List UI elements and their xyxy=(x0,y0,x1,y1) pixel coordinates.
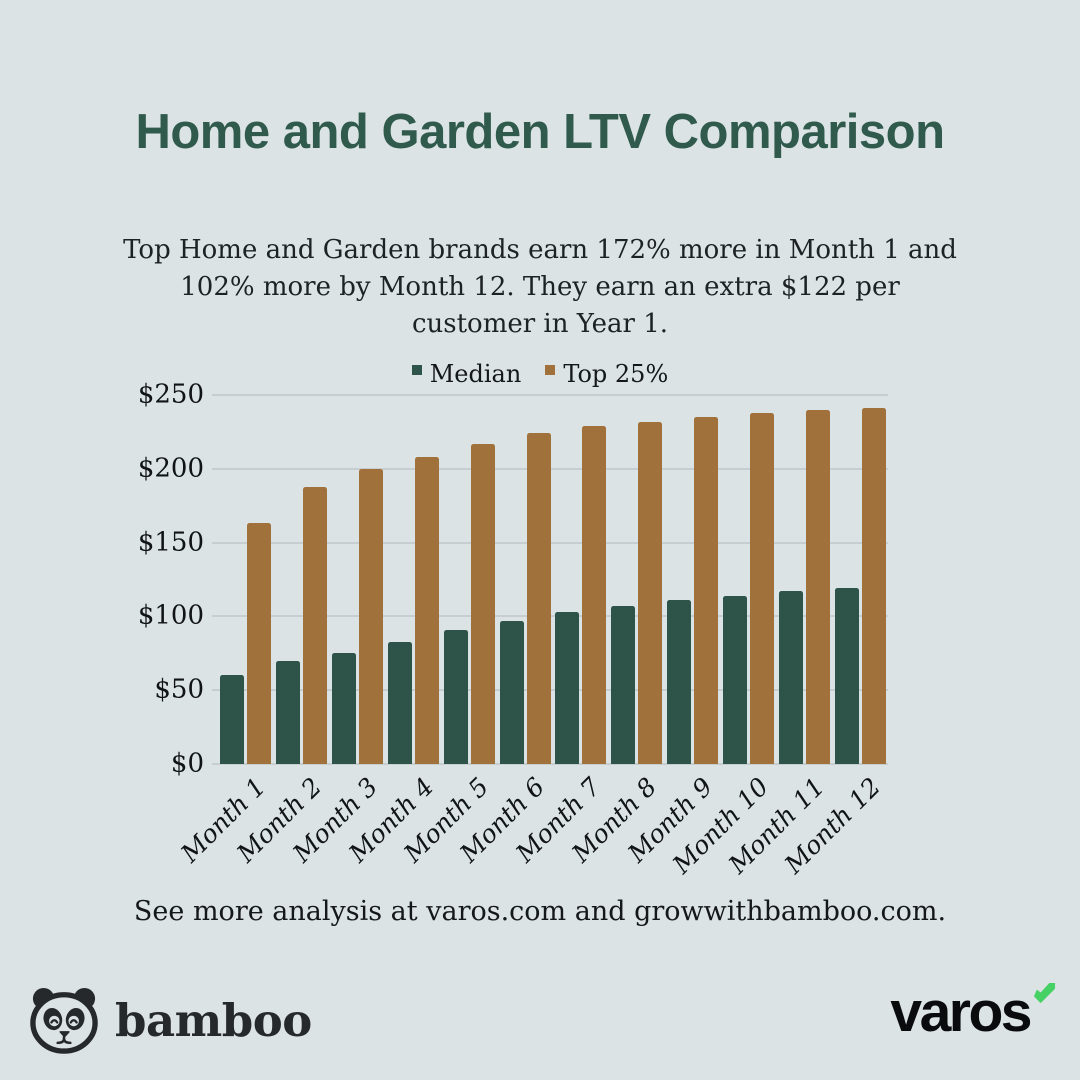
y-axis-tick-label: $250 xyxy=(137,379,204,410)
bar-group-month-10: Month 10 xyxy=(667,395,775,879)
bar-median-3 xyxy=(331,653,356,764)
bar-top25-8 xyxy=(638,421,663,764)
bar-median-8 xyxy=(611,606,636,764)
legend-swatch-icon xyxy=(411,365,422,375)
legend-swatch-icon xyxy=(545,365,556,375)
bar-group-month-11: Month 11 xyxy=(723,395,831,879)
bar-group-month-1: Month 1 xyxy=(175,395,271,868)
bar-group-month-6: Month 6 xyxy=(455,395,551,868)
bar-group-month-2: Month 2 xyxy=(231,395,327,868)
bar-group-month-12: Month 12 xyxy=(779,395,886,879)
legend-label: Median xyxy=(429,360,522,388)
y-axis: $0 $50 $100 $150 $200 $250 xyxy=(0,379,204,778)
bar-group-month-4: Month 4 xyxy=(343,395,439,868)
bar-top25-3 xyxy=(358,468,383,764)
y-axis-tick-label: $200 xyxy=(137,453,204,484)
bar-median-7 xyxy=(555,611,580,764)
bar-median-9 xyxy=(667,600,692,764)
bar-median-6 xyxy=(499,620,524,764)
bamboo-wordmark: bamboo xyxy=(115,993,312,1047)
bar-median-5 xyxy=(443,629,468,764)
varos-logo: varos xyxy=(890,980,1056,1044)
chart-legend: Median Top 25% xyxy=(0,360,1080,388)
varos-wordmark: varos xyxy=(890,980,1032,1044)
bamboo-panda-icon xyxy=(30,987,98,1054)
bar-group-month-8: Month 8 xyxy=(566,395,663,868)
bar-top25-9 xyxy=(694,417,719,764)
bar-top25-1 xyxy=(247,523,271,764)
bar-top25-5 xyxy=(470,443,495,764)
y-axis-tick-label: $50 xyxy=(154,674,204,705)
bar-top25-6 xyxy=(526,433,551,764)
page-title: Home and Garden LTV Comparison xyxy=(135,105,945,159)
bar-median-12 xyxy=(834,588,859,764)
bar-median-4 xyxy=(387,641,412,764)
bar-median-2 xyxy=(275,660,300,764)
y-axis-tick-label: $150 xyxy=(137,526,204,557)
bar-group-month-3: Month 3 xyxy=(287,395,383,868)
bar-top25-12 xyxy=(861,408,886,764)
growth-arrow-icon xyxy=(1033,982,1056,1004)
bar-top25-10 xyxy=(750,412,775,764)
legend-label: Top 25% xyxy=(563,360,669,388)
y-axis-tick-label: $0 xyxy=(170,748,204,779)
legend-item-top25: Top 25% xyxy=(545,360,668,388)
ltv-bar-chart-plot-area: Month 1 Month 2 Month 3 Month 4 Month 5 Month… xyxy=(175,394,888,879)
bar-median-10 xyxy=(723,595,748,764)
y-axis-tick-label: $100 xyxy=(137,600,204,631)
gridline xyxy=(212,394,888,396)
bar-median-1 xyxy=(220,675,244,764)
bar-top25-7 xyxy=(582,426,607,764)
footer-note: See more analysis at varos.com and groww… xyxy=(133,896,947,927)
bar-group-month-5: Month 5 xyxy=(399,395,495,868)
bamboo-logo: bamboo xyxy=(27,986,312,1054)
bar-top25-11 xyxy=(806,409,831,764)
subtitle-text: Top Home and Garden brands earn 172% mor… xyxy=(123,235,957,339)
bar-group-month-7: Month 7 xyxy=(511,395,607,868)
legend-item-median: Median xyxy=(411,360,522,388)
bar-group-month-9: Month 9 xyxy=(622,395,719,868)
bar-top25-2 xyxy=(302,486,327,764)
bar-top25-4 xyxy=(414,457,439,764)
gridline xyxy=(212,763,888,765)
bar-median-11 xyxy=(779,591,804,764)
